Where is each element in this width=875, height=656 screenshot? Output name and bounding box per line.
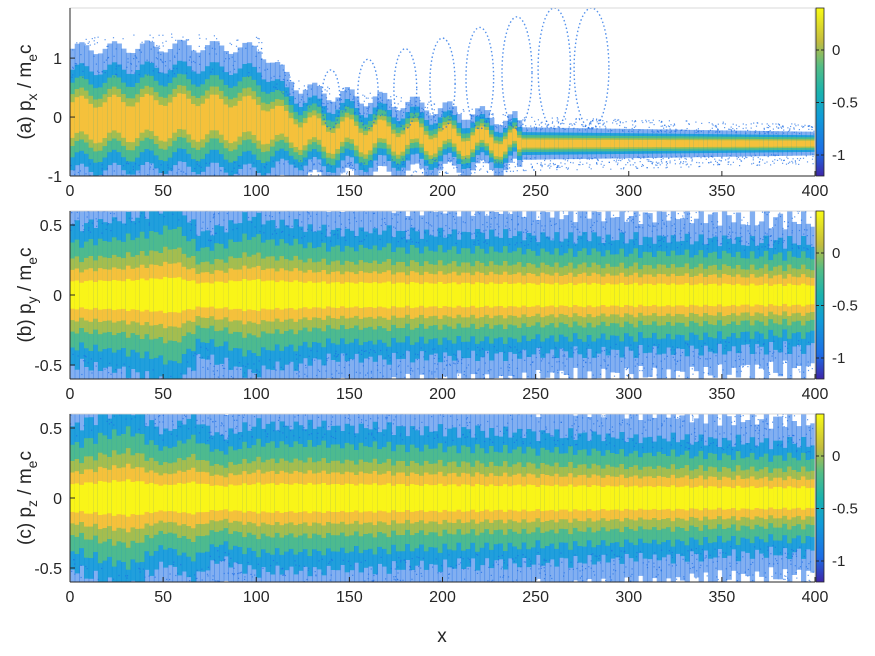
ticks-c: 0 50 100 150 200 250 300 350 400-0.500.5: [34, 421, 828, 606]
svg-text:50: 50: [154, 183, 172, 200]
x-axis-label: x: [437, 626, 447, 647]
svg-text:1: 1: [53, 51, 62, 68]
svg-text:-0.5: -0.5: [832, 95, 858, 112]
svg-text:250: 250: [522, 183, 549, 200]
panel-a: 0 50 100 150 200 250 300 350 400-101 (a) px / me…: [15, 7, 858, 200]
svg-text:0: 0: [53, 110, 62, 127]
colorbar-c: 0-0.5-1: [815, 413, 858, 583]
y-axis-label-b: (b) py / mec: [15, 247, 40, 342]
svg-text:0: 0: [66, 183, 75, 200]
colorbar-b: 0-0.5-1: [815, 210, 858, 380]
svg-text:100: 100: [243, 183, 270, 200]
y-axis-label-c: (c) pz / mec: [15, 451, 40, 545]
panel-c: 0 50 100 150 200 250 300 350 400-0.500.5 (c) pz …: [15, 413, 858, 647]
svg-text:-1: -1: [832, 147, 845, 164]
heatmap-b: [70, 211, 815, 379]
svg-text:0: 0: [832, 42, 840, 59]
heatmap-c: [70, 414, 815, 582]
svg-text:350: 350: [709, 183, 736, 200]
svg-text:400: 400: [802, 183, 829, 200]
svg-text:300: 300: [615, 183, 642, 200]
svg-text:200: 200: [429, 183, 456, 200]
y-axis-label-a: (a) px / mec: [15, 44, 40, 139]
panel-b: 0 50 100 150 200 250 300 350 400-0.500.5 (b) py …: [15, 210, 858, 403]
heatmap-a: [70, 8, 815, 176]
ticks-b: 0 50 100 150 200 250 300 350 400-0.500.5: [34, 218, 828, 403]
colorbar-a: 0 -0.5 -1: [815, 7, 858, 177]
svg-text:-1: -1: [48, 169, 62, 186]
ticks-a: 0 50 100 150 200 250 300 350 400-101: [48, 51, 829, 200]
svg-text:150: 150: [336, 183, 363, 200]
